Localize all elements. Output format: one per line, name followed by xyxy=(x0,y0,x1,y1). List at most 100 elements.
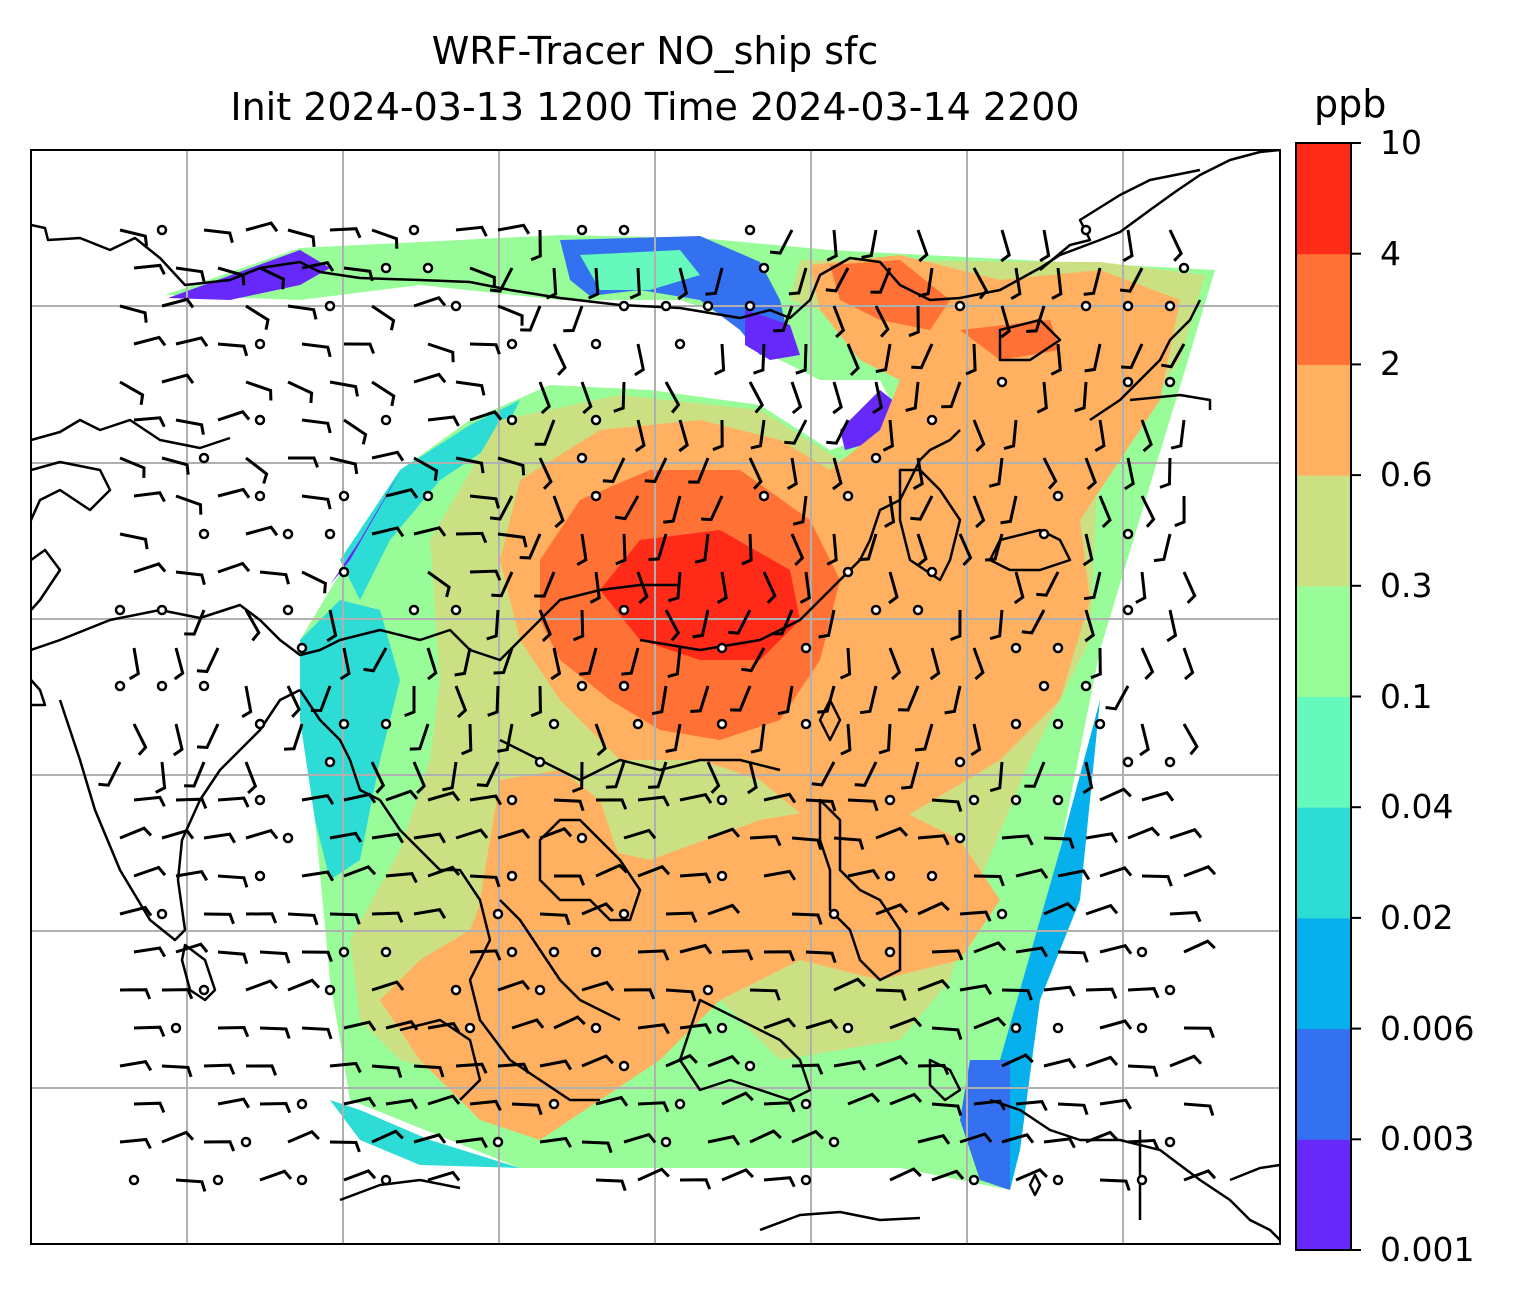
wind-barb xyxy=(888,647,902,681)
wind-barb xyxy=(161,456,190,475)
wind-barb xyxy=(469,949,502,961)
wind-barb xyxy=(750,419,766,450)
wind-barb xyxy=(917,1133,951,1145)
calm-wind-circle xyxy=(492,1136,504,1148)
map-title-line2: Init 2024-03-13 1200 Time 2024-03-14 220… xyxy=(230,85,1080,129)
calm-wind-circle xyxy=(632,718,644,730)
wind-barb xyxy=(763,1017,797,1030)
wind-barb xyxy=(882,419,894,452)
wind-barb xyxy=(1090,647,1102,680)
wind-barb xyxy=(644,457,668,484)
wind-barb xyxy=(217,266,246,286)
wind-barb xyxy=(705,267,724,296)
wind-barb xyxy=(972,495,986,529)
colorbar-unit-label: ppb xyxy=(1314,82,1387,126)
wind-barb xyxy=(132,723,148,756)
wind-barb xyxy=(371,380,396,407)
wind-barb xyxy=(530,229,542,262)
wind-barb xyxy=(1000,305,1011,339)
calm-wind-circle xyxy=(324,300,336,312)
calm-wind-circle xyxy=(1080,300,1092,312)
wind-barb xyxy=(763,869,797,881)
calm-wind-circle xyxy=(422,262,434,274)
wind-barb xyxy=(455,456,485,474)
calm-wind-circle xyxy=(324,528,336,540)
wind-barb xyxy=(1026,305,1046,333)
calm-wind-circle xyxy=(1178,262,1190,274)
wind-barb xyxy=(637,795,670,807)
calm-wind-circle xyxy=(254,718,266,730)
wind-barb xyxy=(497,456,526,476)
wind-barb xyxy=(579,647,598,676)
colorbar-segment xyxy=(1296,696,1351,808)
wind-barb xyxy=(959,910,992,922)
wind-barb xyxy=(245,1064,278,1076)
wind-barb xyxy=(175,797,208,809)
wind-barb xyxy=(679,793,713,804)
wind-barb xyxy=(872,381,883,415)
wind-barb xyxy=(875,826,909,840)
calm-wind-circle xyxy=(450,984,462,996)
wind-barb xyxy=(707,903,741,916)
wind-barb xyxy=(469,342,501,355)
wind-barb xyxy=(1015,1100,1048,1112)
calm-wind-circle xyxy=(968,794,980,806)
wind-barb xyxy=(833,836,865,851)
calm-wind-circle xyxy=(380,414,392,426)
wind-barb xyxy=(637,1167,670,1182)
wind-barb xyxy=(1169,828,1203,840)
fringe-purple-lake xyxy=(745,310,800,360)
wind-barb xyxy=(1082,533,1094,567)
wind-barb xyxy=(161,1064,193,1078)
wind-barb xyxy=(580,381,593,415)
wind-barb xyxy=(241,685,253,719)
wind-barb xyxy=(773,305,794,333)
calm-wind-circle xyxy=(1136,1174,1148,1186)
wind-barb xyxy=(679,872,712,884)
wind-barb xyxy=(155,761,167,794)
calm-wind-circle xyxy=(884,946,896,958)
wind-barb xyxy=(511,1102,543,1116)
wind-barb xyxy=(817,685,836,714)
calm-wind-circle xyxy=(254,414,266,426)
wind-barb xyxy=(874,305,890,338)
calm-wind-circle xyxy=(198,528,210,540)
calm-wind-circle xyxy=(576,680,588,692)
wind-barb xyxy=(769,229,794,255)
wind-barb xyxy=(217,950,249,965)
wind-barb xyxy=(667,647,682,679)
calm-wind-circle xyxy=(842,566,854,578)
calm-wind-circle xyxy=(576,832,588,844)
wind-barb xyxy=(534,571,556,598)
wind-barb xyxy=(839,647,852,680)
wind-barb xyxy=(413,526,447,537)
wind-barb xyxy=(826,419,850,445)
wind-barb xyxy=(427,1021,461,1033)
wind-barb xyxy=(161,1130,195,1144)
wind-barb xyxy=(648,533,668,562)
calm-wind-circle xyxy=(548,946,560,958)
calm-wind-circle xyxy=(1010,1022,1022,1034)
wind-barb xyxy=(538,381,551,415)
wind-barb xyxy=(343,418,368,445)
wind-barb xyxy=(637,864,671,878)
calm-wind-circle xyxy=(912,604,924,616)
wind-barb xyxy=(128,647,140,681)
wind-barb xyxy=(301,261,335,272)
calm-wind-circle xyxy=(156,680,168,692)
calm-wind-circle xyxy=(506,946,518,958)
calm-wind-circle xyxy=(380,718,392,730)
calm-wind-circle xyxy=(954,300,966,312)
wind-barb xyxy=(694,533,710,564)
calm-wind-circle xyxy=(296,642,308,654)
calm-wind-circle xyxy=(618,224,630,236)
calm-wind-circle xyxy=(1010,794,1022,806)
calm-wind-circle xyxy=(156,224,168,236)
calm-wind-circle xyxy=(296,1174,308,1186)
wind-barb xyxy=(217,874,249,888)
wind-barb xyxy=(1057,869,1091,881)
calm-wind-circle xyxy=(716,1022,728,1034)
calm-wind-circle xyxy=(408,224,420,236)
calm-wind-circle xyxy=(114,604,126,616)
wind-barb xyxy=(133,1025,166,1037)
